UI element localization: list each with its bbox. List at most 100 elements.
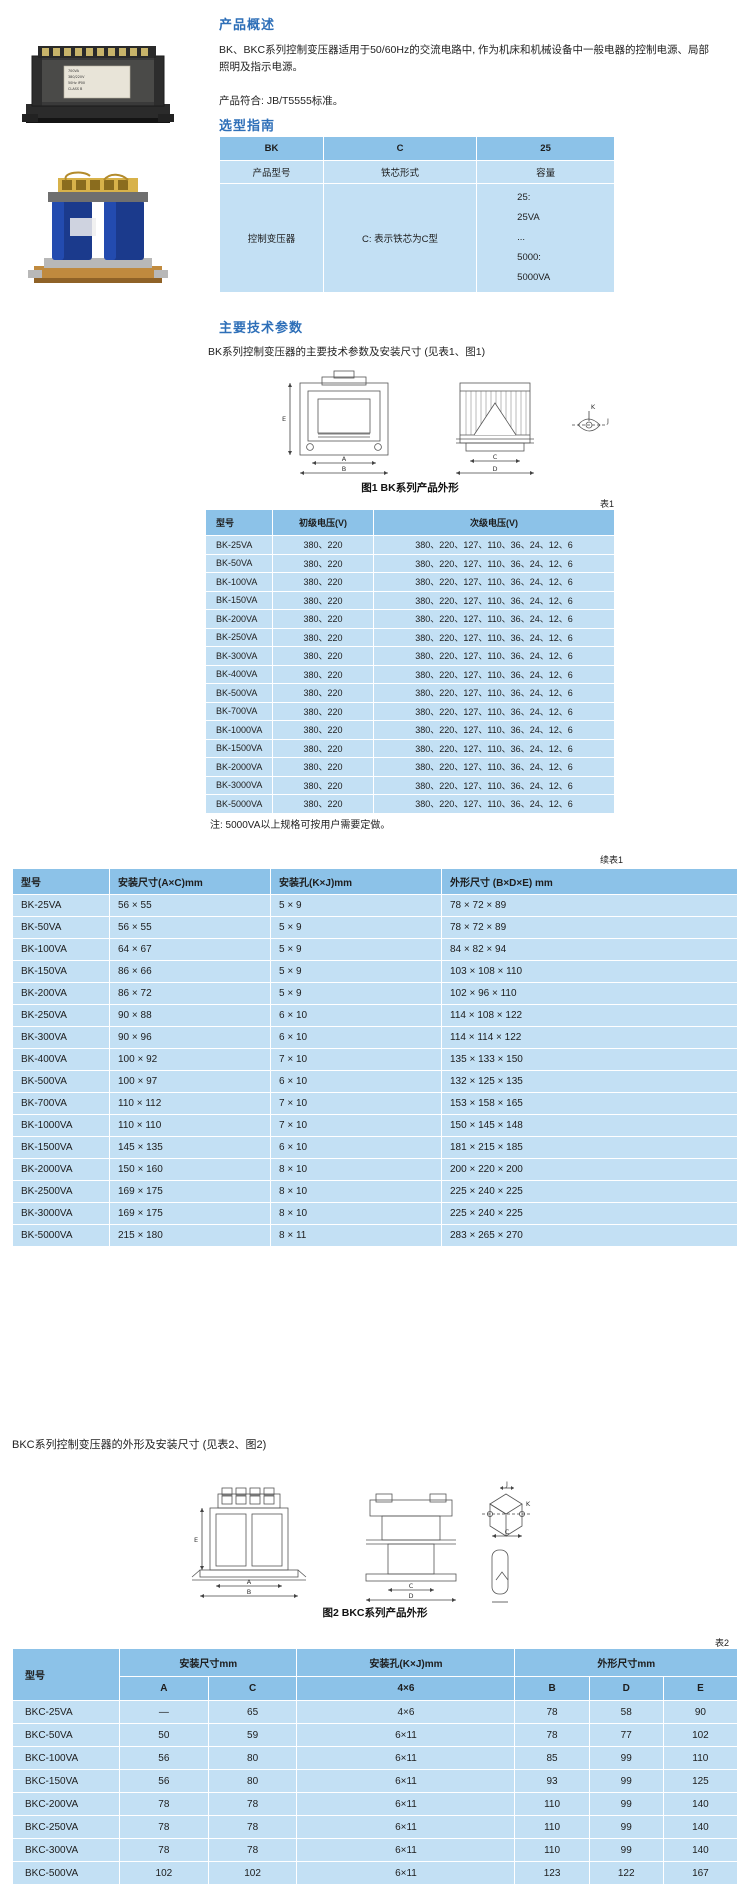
- cell-model: BKC-250VA: [13, 1816, 119, 1838]
- table-row: BKC-500VA 102 102 6×11 123 122 167: [13, 1862, 737, 1884]
- cell-outline: 181 × 215 × 185: [442, 1137, 737, 1158]
- table-row: BKC-250VA 78 78 6×11 110 99 140: [13, 1816, 737, 1838]
- figure1-caption: 图1 BK系列产品外形: [361, 482, 459, 494]
- cell-model: BK-250VA: [13, 1005, 109, 1026]
- cell-d: 122: [589, 1862, 663, 1884]
- cell-model: BK-3000VA: [13, 1203, 109, 1224]
- capacity-line-1: 25:: [517, 192, 531, 203]
- cell-e: 125: [663, 1770, 737, 1792]
- selection-meaning-model: 产品型号: [220, 161, 323, 183]
- table-row: BK-5000VA 380、220 380、220、127、110、36、24、12…: [206, 795, 614, 813]
- cell-d: 99: [589, 1770, 663, 1792]
- cell-c: 78: [208, 1793, 297, 1815]
- cell-hole: 6×11: [297, 1816, 515, 1838]
- cell-hole: 5 × 9: [271, 939, 441, 960]
- table-row: BK-200VA 380、220 380、220、127、110、36、24、12、…: [206, 610, 614, 628]
- cell-model: BK-5000VA: [13, 1225, 109, 1246]
- cell-a: 50: [120, 1724, 208, 1746]
- figure1-drawings: A B E C D K J: [260, 365, 620, 485]
- cell-mount: 90 × 88: [110, 1005, 270, 1026]
- cell-b: 110: [515, 1793, 589, 1815]
- t2-subheader-b: B: [515, 1677, 589, 1700]
- cell-outline: 150 × 145 × 148: [442, 1115, 737, 1136]
- table-row: BK-1000VA 380、220 380、220、127、110、36、24、12…: [206, 721, 614, 739]
- svg-text:380/220V: 380/220V: [68, 75, 85, 79]
- cell-b: 78: [515, 1724, 589, 1746]
- t1b-header-outline: 外形尺寸 (B×D×E) mm: [442, 869, 737, 894]
- section-title-parameters: 主要技术参数: [219, 320, 304, 335]
- svg-text:A: A: [342, 455, 347, 463]
- table-row: BKC-200VA 78 78 6×11 110 99 140: [13, 1793, 737, 1815]
- table2-label: 表2: [715, 1638, 730, 1648]
- table-row: 控制变压器 C: 表示铁芯为C型 25: 25VA ... 5000: 5000…: [220, 184, 614, 292]
- cell-mount: 86 × 72: [110, 983, 270, 1004]
- svg-text:E: E: [194, 1536, 198, 1544]
- table-row: BK-50VA 380、220 380、220、127、110、36、24、12、6: [206, 554, 614, 572]
- table-row: BK-3000VA 169 × 175 8 × 10 225 × 240 × 225: [13, 1203, 737, 1224]
- svg-text:CLASS B: CLASS B: [68, 87, 83, 91]
- table1-wrap: 型号 初级电压(V) 次级电压(V) BK-25VA 380、220 380、220…: [205, 509, 615, 814]
- cell-hole: 6×11: [297, 1862, 515, 1884]
- cell-e: 140: [663, 1839, 737, 1861]
- cell-hole: 6×11: [297, 1724, 515, 1746]
- capacity-line-4: 5000:: [517, 252, 541, 263]
- cell-model: BK-100VA: [206, 573, 272, 591]
- cell-outline: 225 × 240 × 225: [442, 1181, 737, 1202]
- cell-outline: 102 × 96 × 110: [442, 983, 737, 1004]
- cell-model: BK-2500VA: [13, 1181, 109, 1202]
- cell-model: BK-1500VA: [13, 1137, 109, 1158]
- cell-primary: 380、220: [273, 702, 373, 720]
- cell-model: BK-700VA: [206, 702, 272, 720]
- table-row: BK-150VA 380、220 380、220、127、110、36、24、12、…: [206, 591, 614, 609]
- table-row: BK-1500VA 380、220 380、220、127、110、36、24、12…: [206, 739, 614, 757]
- table-row: BK-400VA 100 × 92 7 × 10 135 × 133 × 150: [13, 1049, 737, 1070]
- table1-header-model: 型号: [206, 510, 272, 535]
- cell-e: 90: [663, 1701, 737, 1723]
- cell-model: BKC-300VA: [13, 1839, 119, 1861]
- table-row: BK-400VA 380、220 380、220、127、110、36、24、12、…: [206, 665, 614, 683]
- t2-subheader-hole: 4×6: [297, 1677, 515, 1700]
- cell-mount: 150 × 160: [110, 1159, 270, 1180]
- cell-a: 102: [120, 1862, 208, 1884]
- cell-hole: 8 × 11: [271, 1225, 441, 1246]
- section-title-selection-guide: 选型指南: [219, 118, 276, 133]
- cell-e: 167: [663, 1862, 737, 1884]
- cell-primary: 380、220: [273, 739, 373, 757]
- cell-outline: 78 × 72 × 89: [442, 917, 737, 938]
- cell-model: BK-250VA: [206, 628, 272, 646]
- cell-secondary: 380、220、127、110、36、24、12、6: [374, 647, 614, 665]
- selection-desc-capacity: 25: 25VA ... 5000: 5000VA: [477, 184, 614, 292]
- cell-c: 102: [208, 1862, 297, 1884]
- cell-model: BKC-100VA: [13, 1747, 119, 1769]
- table1-note: 注: 5000VA以上规格可按用户需要定做。: [210, 820, 391, 831]
- cell-model: BK-2000VA: [13, 1159, 109, 1180]
- table-row: BKC-25VA —65 4×6 78 58 90: [13, 1701, 737, 1723]
- t2-header-model: 型号: [13, 1649, 119, 1700]
- svg-text:E: E: [282, 415, 286, 423]
- table1-body: BK-25VA 380、220 380、220、127、110、36、24、12、6…: [206, 536, 614, 813]
- svg-text:K: K: [591, 403, 596, 411]
- svg-text:700VA: 700VA: [68, 69, 80, 73]
- cell-primary: 380、220: [273, 665, 373, 683]
- cell-secondary: 380、220、127、110、36、24、12、6: [374, 573, 614, 591]
- cell-model: BK-300VA: [206, 647, 272, 665]
- cell-model: BK-400VA: [13, 1049, 109, 1070]
- cell-mount: 110 × 112: [110, 1093, 270, 1114]
- svg-text:A: A: [247, 1578, 252, 1586]
- cell-outline: 132 × 125 × 135: [442, 1071, 737, 1092]
- cell-hole: 7 × 10: [271, 1115, 441, 1136]
- cell-mount: 100 × 97: [110, 1071, 270, 1092]
- cell-d: 99: [589, 1816, 663, 1838]
- table-row: BK-500VA 380、220 380、220、127、110、36、24、12、…: [206, 684, 614, 702]
- cell-primary: 380、220: [273, 628, 373, 646]
- table-row: BK-500VA 100 × 97 6 × 10 132 × 125 × 135: [13, 1071, 737, 1092]
- cell-model: BK-200VA: [13, 983, 109, 1004]
- t2-header-outline: 外形尺寸mm: [515, 1649, 737, 1676]
- cell-a: 78: [120, 1839, 208, 1861]
- selection-meaning-capacity: 容量: [477, 161, 614, 183]
- cell-c: 59: [208, 1724, 297, 1746]
- table-header-row: 型号 安装尺寸(A×C)mm 安装孔(K×J)mm 外形尺寸 (B×D×E) m…: [13, 869, 737, 894]
- selection-header-25: 25: [477, 137, 614, 160]
- table1-continued-dimensions: 型号 安装尺寸(A×C)mm 安装孔(K×J)mm 外形尺寸 (B×D×E) m…: [12, 868, 738, 1247]
